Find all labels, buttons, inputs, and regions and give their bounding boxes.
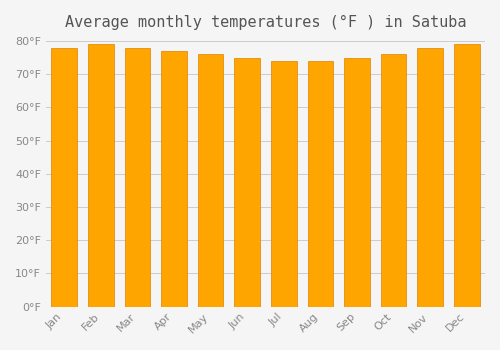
Bar (234, 57, 260, 307)
Bar (52, 48, 77, 307)
Bar (308, 61, 333, 307)
Bar (271, 61, 296, 307)
Bar (124, 48, 150, 307)
Bar (161, 51, 187, 307)
Bar (344, 57, 370, 307)
Bar (198, 54, 224, 307)
Bar (418, 48, 443, 307)
Title: Average monthly temperatures (°F ) in Satuba: Average monthly temperatures (°F ) in Sa… (64, 15, 466, 30)
Bar (454, 44, 479, 307)
Bar (88, 44, 114, 307)
Bar (380, 54, 406, 307)
